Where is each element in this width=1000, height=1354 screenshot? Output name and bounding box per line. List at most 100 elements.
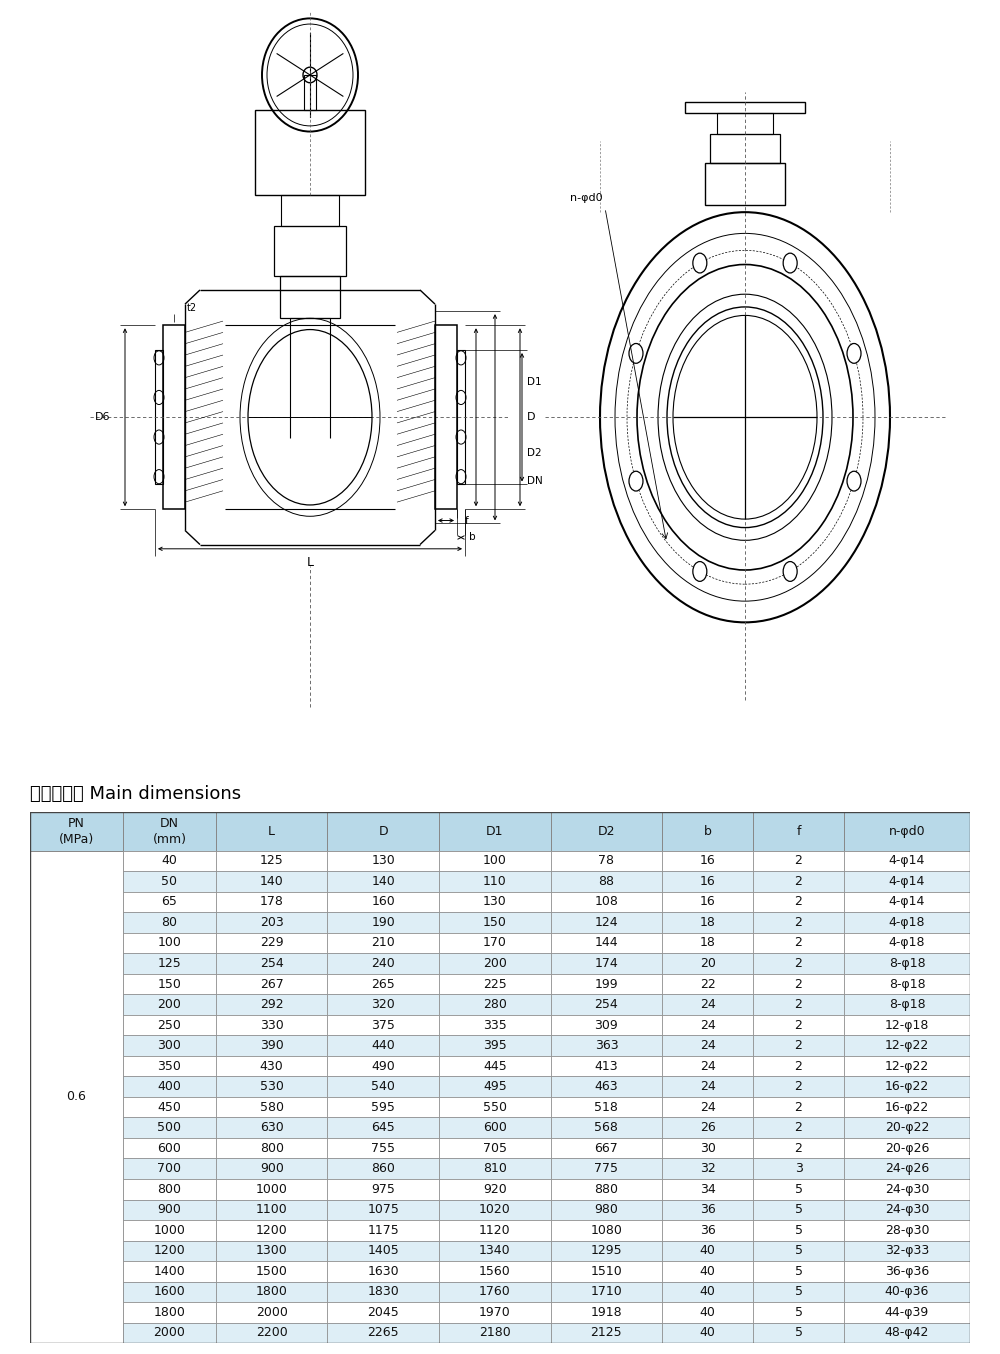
Text: 1340: 1340 <box>479 1244 511 1258</box>
Bar <box>753 1240 844 1261</box>
Text: 267: 267 <box>260 978 284 991</box>
Bar <box>551 1303 662 1323</box>
Bar <box>844 1323 970 1343</box>
Text: b: b <box>469 532 476 543</box>
Bar <box>327 1137 439 1159</box>
Text: 24-φ26: 24-φ26 <box>885 1162 929 1175</box>
Bar <box>753 1179 844 1200</box>
Bar <box>327 1282 439 1303</box>
Circle shape <box>629 471 643 492</box>
Text: 16: 16 <box>700 875 716 888</box>
Text: 254: 254 <box>260 957 284 969</box>
Text: 400: 400 <box>158 1080 181 1093</box>
Bar <box>327 892 439 913</box>
Bar <box>439 1179 551 1200</box>
Text: D2: D2 <box>598 825 615 838</box>
Text: 100: 100 <box>158 937 181 949</box>
Bar <box>753 1282 844 1303</box>
Text: 490: 490 <box>371 1060 395 1072</box>
Text: 20: 20 <box>700 957 716 969</box>
Text: 40: 40 <box>700 1265 716 1278</box>
Text: 755: 755 <box>371 1141 395 1155</box>
Bar <box>123 1282 216 1303</box>
Text: 50: 50 <box>161 875 177 888</box>
Bar <box>216 974 327 994</box>
Text: n-φd0: n-φd0 <box>570 194 603 203</box>
Text: 2: 2 <box>795 1060 802 1072</box>
Bar <box>439 1137 551 1159</box>
Bar <box>439 1076 551 1097</box>
Text: 645: 645 <box>371 1121 395 1135</box>
Bar <box>753 1056 844 1076</box>
Text: 860: 860 <box>371 1162 395 1175</box>
Bar <box>662 850 753 871</box>
Bar <box>551 933 662 953</box>
Bar <box>123 1097 216 1117</box>
Text: 600: 600 <box>158 1141 181 1155</box>
Text: 2: 2 <box>795 1018 802 1032</box>
Text: 430: 430 <box>260 1060 284 1072</box>
Text: 150: 150 <box>483 915 507 929</box>
Bar <box>123 892 216 913</box>
Text: 5: 5 <box>795 1327 803 1339</box>
Bar <box>30 850 123 1343</box>
Bar <box>662 953 753 974</box>
Text: 320: 320 <box>371 998 395 1011</box>
Text: 2: 2 <box>795 998 802 1011</box>
Text: 144: 144 <box>595 937 618 949</box>
Text: 1200: 1200 <box>256 1224 288 1236</box>
Bar <box>662 1117 753 1137</box>
Text: 700: 700 <box>157 1162 181 1175</box>
Bar <box>123 1056 216 1076</box>
Text: 2: 2 <box>795 978 802 991</box>
Bar <box>753 1220 844 1240</box>
Bar <box>551 953 662 974</box>
Text: 178: 178 <box>260 895 284 909</box>
Text: 1175: 1175 <box>367 1224 399 1236</box>
Bar <box>662 1323 753 1343</box>
Text: 40: 40 <box>700 1244 716 1258</box>
Text: 920: 920 <box>483 1183 507 1196</box>
Text: f: f <box>465 516 469 525</box>
Text: 2000: 2000 <box>256 1305 288 1319</box>
Bar <box>123 933 216 953</box>
Text: 24: 24 <box>700 1039 716 1052</box>
Text: 108: 108 <box>594 895 618 909</box>
Bar <box>551 812 662 850</box>
Bar <box>327 1200 439 1220</box>
Bar <box>551 1137 662 1159</box>
Bar <box>30 812 123 850</box>
Text: 8-φ18: 8-φ18 <box>889 978 925 991</box>
Text: 24-φ30: 24-φ30 <box>885 1204 929 1216</box>
Bar <box>753 1137 844 1159</box>
Bar <box>216 933 327 953</box>
Text: 110: 110 <box>483 875 507 888</box>
Text: 1400: 1400 <box>154 1265 185 1278</box>
Bar <box>439 812 551 850</box>
Text: 335: 335 <box>483 1018 507 1032</box>
Text: 150: 150 <box>158 978 181 991</box>
Bar <box>551 1159 662 1179</box>
Bar <box>844 1014 970 1036</box>
Text: 440: 440 <box>371 1039 395 1052</box>
Bar <box>753 1014 844 1036</box>
Bar <box>216 1282 327 1303</box>
Bar <box>216 1036 327 1056</box>
Text: 100: 100 <box>483 854 507 868</box>
Bar <box>327 850 439 871</box>
Bar <box>439 1014 551 1036</box>
Text: 8-φ18: 8-φ18 <box>889 998 925 1011</box>
Bar <box>216 1200 327 1220</box>
Text: 2: 2 <box>795 1039 802 1052</box>
Bar <box>662 933 753 953</box>
Bar <box>439 913 551 933</box>
Bar <box>662 1014 753 1036</box>
Bar <box>662 1261 753 1282</box>
Bar <box>753 1097 844 1117</box>
Text: 775: 775 <box>594 1162 618 1175</box>
Text: 240: 240 <box>371 957 395 969</box>
Bar <box>123 812 216 850</box>
Text: 225: 225 <box>483 978 507 991</box>
Bar <box>439 871 551 892</box>
Text: b: b <box>704 825 712 838</box>
